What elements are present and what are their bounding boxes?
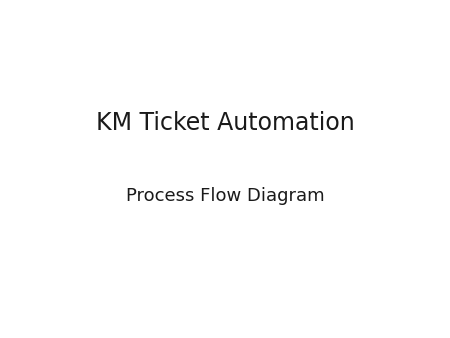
Text: Process Flow Diagram: Process Flow Diagram bbox=[126, 187, 324, 205]
Text: KM Ticket Automation: KM Ticket Automation bbox=[95, 111, 355, 136]
